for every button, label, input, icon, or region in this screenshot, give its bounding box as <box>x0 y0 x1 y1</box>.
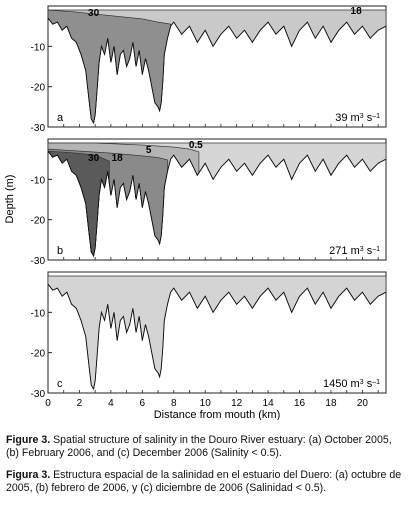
x-tick-label: 0 <box>45 398 51 409</box>
caption-english-text: Spatial structure of salinity in the Dou… <box>6 434 392 460</box>
axes-layer: -10-20-30-10-20-30-10-20-300 2 4 6 8 10 12 14 16… <box>31 42 379 409</box>
x-tick-label: 4 <box>108 398 114 409</box>
salinity-figure: 30 18 a 39 m3 s–1 0.5 5 18 30 b 271 m3 s–1 c… <box>4 5 387 420</box>
riverbed-line <box>47 150 387 258</box>
y-tick-label: -30 <box>31 389 46 400</box>
y-tick-label: -30 <box>31 256 46 267</box>
y-tick-label: -20 <box>31 349 46 360</box>
x-tick-label: 10 <box>200 398 212 409</box>
x-tick-label: 14 <box>263 398 275 409</box>
y-axis-label: Depth (m) <box>4 175 16 224</box>
panel-a: 30 18 a 39 m3 s–1 <box>47 5 387 128</box>
isohaline-label: 18 <box>112 153 124 164</box>
isohaline-label: 30 <box>88 153 100 164</box>
x-tick-label: 16 <box>294 398 306 409</box>
panel-c-letter: c <box>57 378 63 390</box>
panel-b-letter: b <box>57 245 63 257</box>
isohaline-label: 18 <box>351 6 363 17</box>
caption-spanish-text: Estructura espacial de la salinidad en e… <box>6 469 402 495</box>
caption-english-lead: Figure 3. <box>6 434 51 446</box>
y-tick-label: -30 <box>31 123 46 134</box>
panel-c-flow: 1450 m3 s–1 <box>323 378 380 390</box>
y-tick-label: -10 <box>31 175 46 186</box>
panel-a-plot: 30 18 <box>47 6 387 125</box>
x-tick-label: 20 <box>357 398 369 409</box>
panel-b-flow: 271 m3 s–1 <box>329 245 380 257</box>
panel-b-plot: 0.5 5 18 30 <box>47 140 387 258</box>
isohaline-label: 30 <box>88 8 100 19</box>
riverbed-line <box>47 283 387 391</box>
x-tick-label: 8 <box>171 398 177 409</box>
isohaline-label: 5 <box>146 145 152 156</box>
y-tick-label: -20 <box>31 83 46 94</box>
panel-a-letter: a <box>57 112 64 124</box>
y-tick-label: -20 <box>31 216 46 227</box>
riverbed-line <box>47 17 387 125</box>
panel-c: c 1450 m3 s–1 <box>47 271 387 394</box>
x-tick-label: 2 <box>77 398 83 409</box>
caption-english: Figure 3. Spatial structure of salinity … <box>6 434 404 461</box>
panel-a-flow: 39 m3 s–1 <box>335 112 380 124</box>
panel-c-plot <box>47 275 387 391</box>
caption-spanish-lead: Figura 3. <box>6 469 51 481</box>
x-tick-label: 12 <box>231 398 243 409</box>
y-tick-label: -10 <box>31 308 46 319</box>
x-axis-label: Distance from mouth (km) <box>154 409 281 420</box>
panel-b: 0.5 5 18 30 b 271 m3 s–1 <box>47 138 387 261</box>
x-tick-label: 18 <box>325 398 337 409</box>
isohaline-label: 0.5 <box>189 140 203 151</box>
x-tick-label: 6 <box>140 398 146 409</box>
y-tick-label: -10 <box>31 42 46 53</box>
caption-spanish: Figura 3. Estructura espacial de la sali… <box>6 469 404 496</box>
